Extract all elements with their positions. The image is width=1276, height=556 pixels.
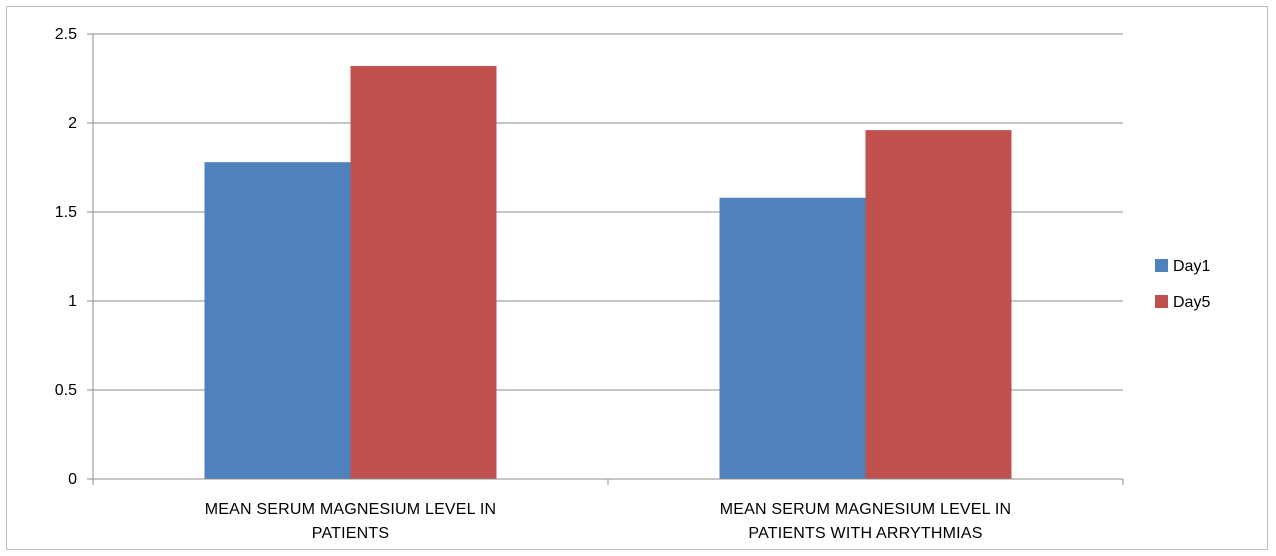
y-tick-label: 0 (68, 471, 77, 488)
x-category-label: PATIENTS (312, 525, 389, 542)
y-tick-label: 2 (68, 115, 77, 132)
legend-label-day5: Day5 (1173, 294, 1210, 311)
legend: Day1 Day5 (1155, 258, 1210, 311)
x-category-label: MEAN SERUM MAGNESIUM LEVEL IN (205, 501, 496, 518)
bars (204, 66, 1012, 479)
legend-swatch-day1 (1155, 259, 1168, 272)
y-tick-label: 1.5 (55, 204, 77, 221)
y-axis-tick-labels: 0 0.5 1 1.5 2 2.5 (55, 26, 77, 488)
bar-day1-2 (719, 197, 866, 479)
x-category-label: MEAN SERUM MAGNESIUM LEVEL IN (720, 501, 1011, 518)
legend-swatch-day5 (1155, 295, 1168, 308)
bar-chart: 0 0.5 1 1.5 2 2.5 MEAN SERUM MAGNESIUM LEVEL … (55, 26, 1211, 542)
y-tick-label: 2.5 (55, 26, 77, 43)
legend-label-day1: Day1 (1173, 258, 1210, 275)
axes (87, 33, 1124, 485)
bar-day5-1 (350, 66, 497, 479)
x-category-label: PATIENTS WITH ARRYTHMIAS (748, 525, 982, 542)
bar-day1-1 (204, 162, 351, 479)
y-tick-label: 1 (68, 293, 77, 310)
bar-day5-2 (865, 130, 1012, 479)
chart-frame: 0 0.5 1 1.5 2 2.5 MEAN SERUM MAGNESIUM LEVEL … (6, 6, 1268, 550)
y-tick-label: 0.5 (55, 382, 77, 399)
x-axis-category-labels: MEAN SERUM MAGNESIUM LEVEL IN PATIENTS MEA… (205, 501, 1011, 542)
